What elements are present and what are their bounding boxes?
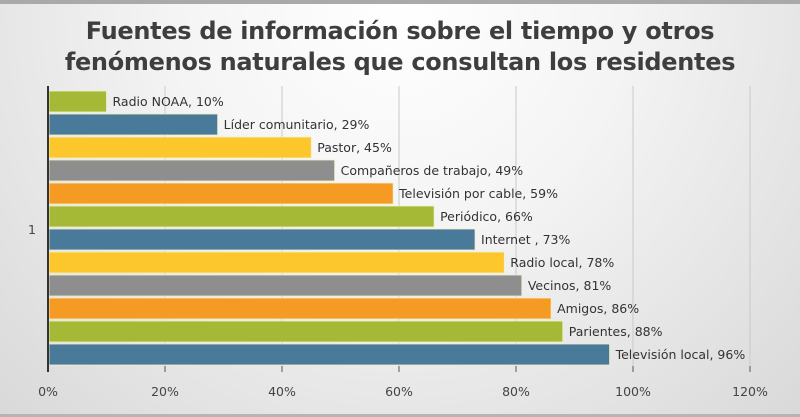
bar [48,274,523,297]
x-tick-label: 40% [268,384,296,399]
data-label: Televisión por cable, 59% [398,186,558,201]
x-tick-label: 120% [732,384,768,399]
y-tick-label: 1 [28,222,36,237]
bar [48,136,312,159]
bar [48,182,394,205]
bar [48,251,505,274]
bar [48,343,610,366]
bar [48,228,476,251]
data-label: Amigos, 86% [557,301,639,316]
bar [48,159,336,182]
bar [48,205,435,228]
x-tick-label: 20% [151,384,179,399]
chart-title-line-2: fenómenos naturales que consultan los re… [64,48,736,76]
axes: 0% 20% 40% 60% 80% 100% 120% 1 [28,86,768,399]
data-label: Televisión local, 96% [615,347,746,362]
data-label: Radio NOAA, 10% [113,94,224,109]
bar [48,320,564,343]
chart-title: Fuentes de información sobre el tiempo y… [0,16,800,78]
bar [48,113,219,136]
bar [48,297,552,320]
data-label: Pastor, 45% [317,140,392,155]
data-label: Radio local, 78% [510,255,614,270]
data-label: Internet , 73% [481,232,570,247]
x-tick-label: 0% [38,384,58,399]
data-labels: Radio NOAA, 10%Líder comunitario, 29% Pas… [113,94,746,362]
data-label: Vecinos, 81% [528,278,612,293]
bar [48,90,107,113]
data-label: Líder comunitario, 29% [224,117,370,132]
data-label: Compañeros de trabajo, 49% [341,163,524,178]
chart-title-line-1: Fuentes de información sobre el tiempo y… [85,17,715,45]
data-label: Parientes, 88% [569,324,663,339]
bars [48,90,610,366]
x-tick-label: 60% [385,384,413,399]
x-tick-label: 100% [615,384,651,399]
x-tick-label: 80% [502,384,530,399]
data-label: Periódico, 66% [440,209,533,224]
